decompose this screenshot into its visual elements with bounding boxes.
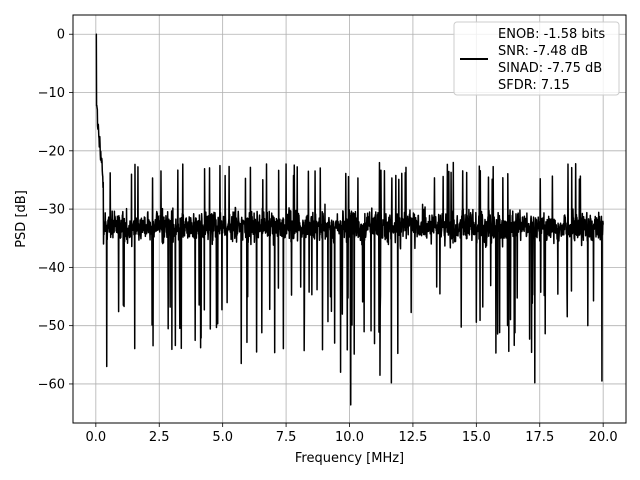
psd-series-line — [95, 33, 604, 406]
y-axis-ticks: 0 −10 −20 −30 −40 −50 −60 — [38, 28, 73, 392]
y-tick-label: −50 — [38, 319, 65, 334]
y-tick-label: −40 — [38, 261, 65, 276]
legend-line-enob: ENOB: -1.58 bits — [498, 27, 605, 42]
y-tick-label: −60 — [38, 377, 65, 392]
legend-line-sfdr: SFDR: 7.15 — [498, 78, 570, 93]
legend-line-snr: SNR: -7.48 dB — [498, 44, 588, 59]
x-tick-label: 2.5 — [149, 430, 170, 445]
x-tick-label: 7.5 — [276, 430, 297, 445]
y-tick-label: 0 — [57, 28, 65, 43]
legend-line-sinad: SINAD: -7.75 dB — [498, 61, 602, 76]
x-tick-label: 12.5 — [398, 430, 427, 445]
legend-box — [453, 21, 620, 96]
y-tick-label: −20 — [38, 144, 65, 159]
x-axis-label: Frequency [MHz] — [295, 451, 404, 466]
y-tick-label: −10 — [38, 86, 65, 101]
x-tick-label: 10.0 — [335, 430, 364, 445]
x-tick-label: 20.0 — [589, 430, 618, 445]
series-group — [95, 33, 604, 406]
x-axis-ticks: 0.0 2.5 5.0 7.5 10.0 12.5 15.0 17.5 20.0 — [85, 423, 618, 445]
y-axis-label: PSD [dB] — [14, 190, 29, 248]
x-tick-label: 0.0 — [85, 430, 106, 445]
x-tick-label: 15.0 — [462, 430, 491, 445]
x-tick-label: 17.5 — [525, 430, 554, 445]
legend: ENOB: -1.58 bits SNR: -7.48 dB SINAD: -7… — [453, 21, 620, 96]
x-tick-label: 5.0 — [212, 430, 233, 445]
y-tick-label: −30 — [38, 203, 65, 218]
